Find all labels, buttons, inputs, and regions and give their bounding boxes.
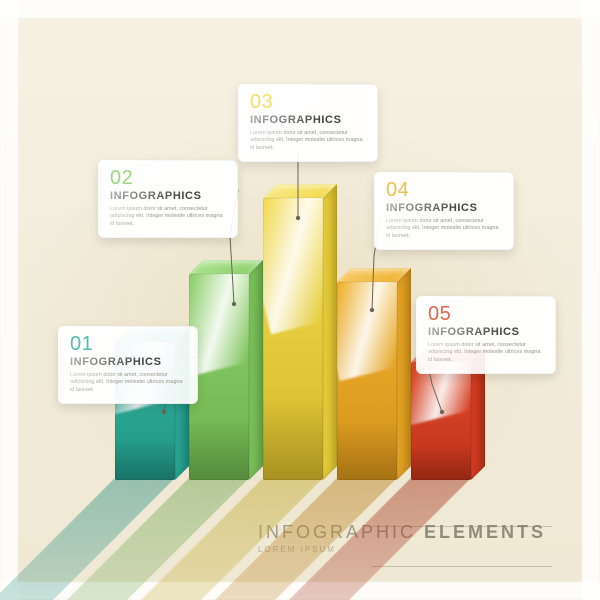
footer-word-2: ELEMENTS [424,522,546,542]
callout-title: INFOGRAPHICS [428,326,546,338]
callout-01: 01 INFOGRAPHICS Lorem ipsum dolor sit amet… [58,326,198,404]
callout-title: INFOGRAPHICS [110,190,228,202]
callout-title: INFOGRAPHICS [386,202,504,214]
callout-description: Lorem ipsum dolor sit amet, consectetur … [70,372,188,394]
bar-2 [189,274,249,480]
footer-rule-bottom [372,566,552,567]
callout-number: 01 [70,334,188,354]
callout-title: INFOGRAPHICS [250,114,368,126]
infographic-stage: 01 INFOGRAPHICS Lorem ipsum dolor sit amet… [0,0,600,600]
bar-3 [263,198,323,480]
callout-number: 04 [386,180,504,200]
callout-02: 02 INFOGRAPHICS Lorem ipsum dolor sit amet… [98,160,238,238]
callout-number: 02 [110,168,228,188]
bar-5 [411,362,471,480]
bar-side-face [397,268,411,480]
callout-number: 03 [250,92,368,112]
callout-04: 04 INFOGRAPHICS Lorem ipsum dolor sit amet… [374,172,514,250]
bar-front-face [337,282,397,480]
callout-number: 05 [428,304,546,324]
callout-description: Lorem ipsum dolor sit amet, consectetur … [386,218,504,240]
bar-side-face [323,184,337,480]
bar-4 [337,282,397,480]
bar-front-face [411,362,471,480]
callout-05: 05 INFOGRAPHICS Lorem ipsum dolor sit amet… [416,296,556,374]
bar-side-face [249,260,263,480]
callout-description: Lorem ipsum dolor sit amet, consectetur … [250,130,368,152]
callout-title: INFOGRAPHICS [70,356,188,368]
callout-03: 03 INFOGRAPHICS Lorem ipsum dolor sit amet… [238,84,378,162]
bar-front-face [189,274,249,480]
callout-description: Lorem ipsum dolor sit amet, consectetur … [110,206,228,228]
callout-description: Lorem ipsum dolor sit amet, consectetur … [428,342,546,364]
bar-front-face [263,198,323,480]
